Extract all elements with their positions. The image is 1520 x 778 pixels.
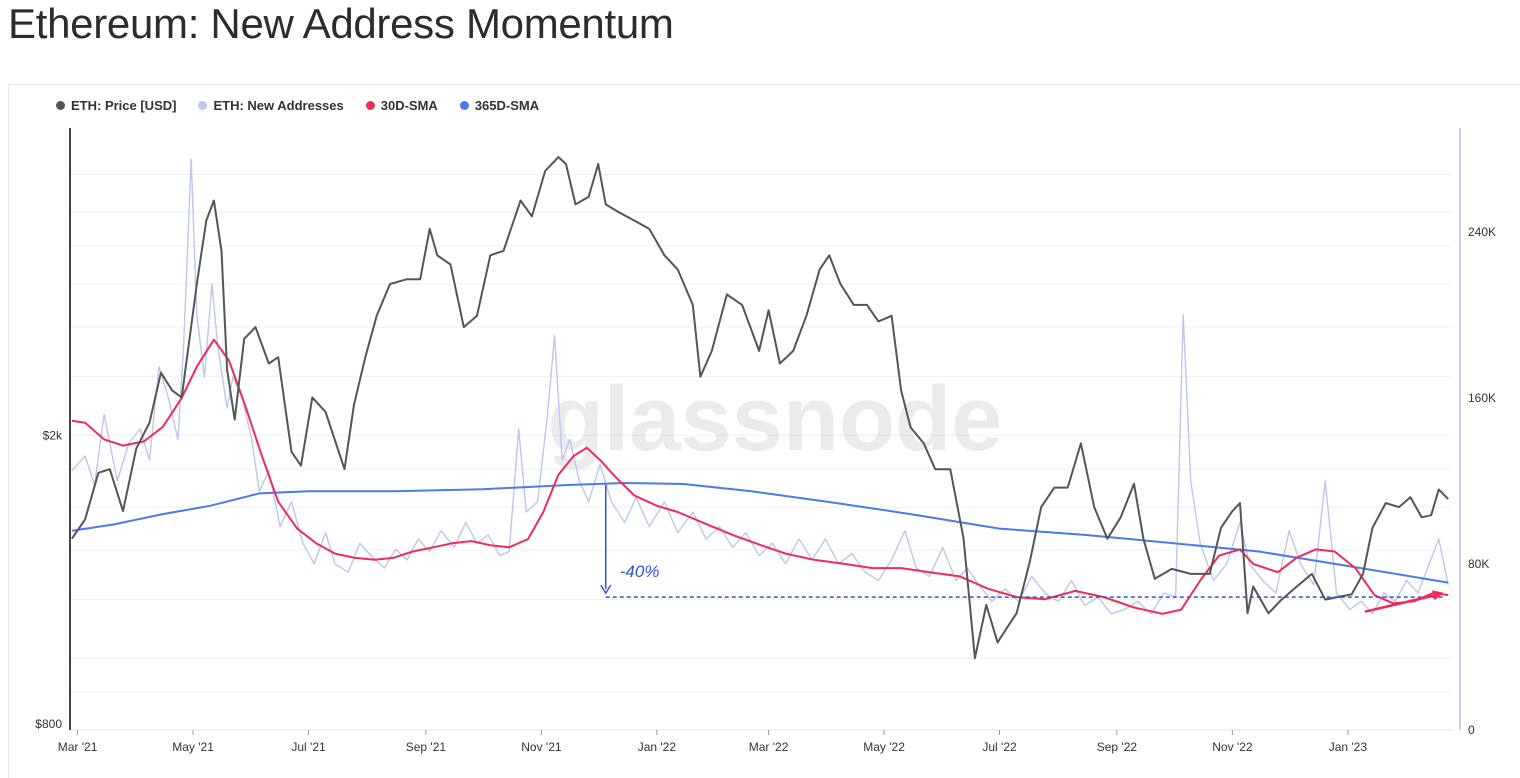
legend-item-365d-sma[interactable]: 365D-SMA bbox=[459, 98, 540, 113]
legend-label-price: ETH: Price [USD] bbox=[71, 98, 177, 113]
x-tick-label: Sep '22 bbox=[1097, 740, 1138, 754]
chart-legend: ETH: Price [USD] ETH: New Addresses 30D-… bbox=[56, 98, 539, 113]
y-right-tick-label: 80K bbox=[1468, 557, 1489, 571]
y-right-tick-label: 0 bbox=[1468, 723, 1475, 737]
y-left-tick-label: $2k bbox=[43, 428, 63, 442]
annotation-arrow-head bbox=[600, 584, 612, 595]
chart-panel bbox=[8, 84, 1520, 778]
legend-label-new-addresses: ETH: New Addresses bbox=[213, 98, 344, 113]
x-tick-label: Nov '22 bbox=[1212, 740, 1253, 754]
x-tick-label: May '21 bbox=[172, 740, 214, 754]
legend-label-30d-sma: 30D-SMA bbox=[380, 98, 438, 113]
series-line-30d-sma bbox=[71, 338, 1449, 615]
x-tick-label: Jul '21 bbox=[291, 740, 326, 754]
annotation-label: -40% bbox=[620, 562, 660, 581]
x-tick-label: May '22 bbox=[863, 740, 905, 754]
series-line-price bbox=[71, 156, 1449, 660]
legend-dot-30d-sma bbox=[365, 101, 375, 110]
legend-label-365d-sma: 365D-SMA bbox=[474, 98, 540, 113]
y-right-tick-label: 160K bbox=[1468, 391, 1496, 405]
x-tick-label: Jan '22 bbox=[638, 740, 677, 754]
legend-dot-price bbox=[56, 101, 65, 110]
legend-item-new-addresses[interactable]: ETH: New Addresses bbox=[198, 98, 344, 113]
trend-arrow-shaft bbox=[1364, 593, 1439, 613]
trend-arrow-head bbox=[1432, 590, 1444, 601]
watermark-text: glassnode bbox=[547, 368, 1002, 470]
x-tick-label: Sep '21 bbox=[406, 740, 447, 754]
y-left-tick-label: $800 bbox=[35, 717, 62, 731]
x-tick-label: Mar '22 bbox=[749, 740, 789, 754]
legend-dot-365d-sma bbox=[459, 101, 469, 110]
legend-item-price[interactable]: ETH: Price [USD] bbox=[56, 98, 176, 113]
x-tick-label: Mar '21 bbox=[58, 740, 98, 754]
legend-item-30d-sma[interactable]: 30D-SMA bbox=[365, 98, 438, 113]
page-title: Ethereum: New Address Momentum bbox=[8, 0, 674, 47]
x-tick-label: Jul '22 bbox=[982, 740, 1017, 754]
x-tick-label: Nov '21 bbox=[521, 740, 562, 754]
series-line-new-addresses bbox=[71, 158, 1449, 615]
y-right-tick-label: 240K bbox=[1468, 225, 1496, 239]
legend-dot-new-addresses bbox=[198, 101, 208, 110]
series-line-365d-sma bbox=[71, 482, 1449, 584]
x-tick-label: Jan '23 bbox=[1329, 740, 1368, 754]
